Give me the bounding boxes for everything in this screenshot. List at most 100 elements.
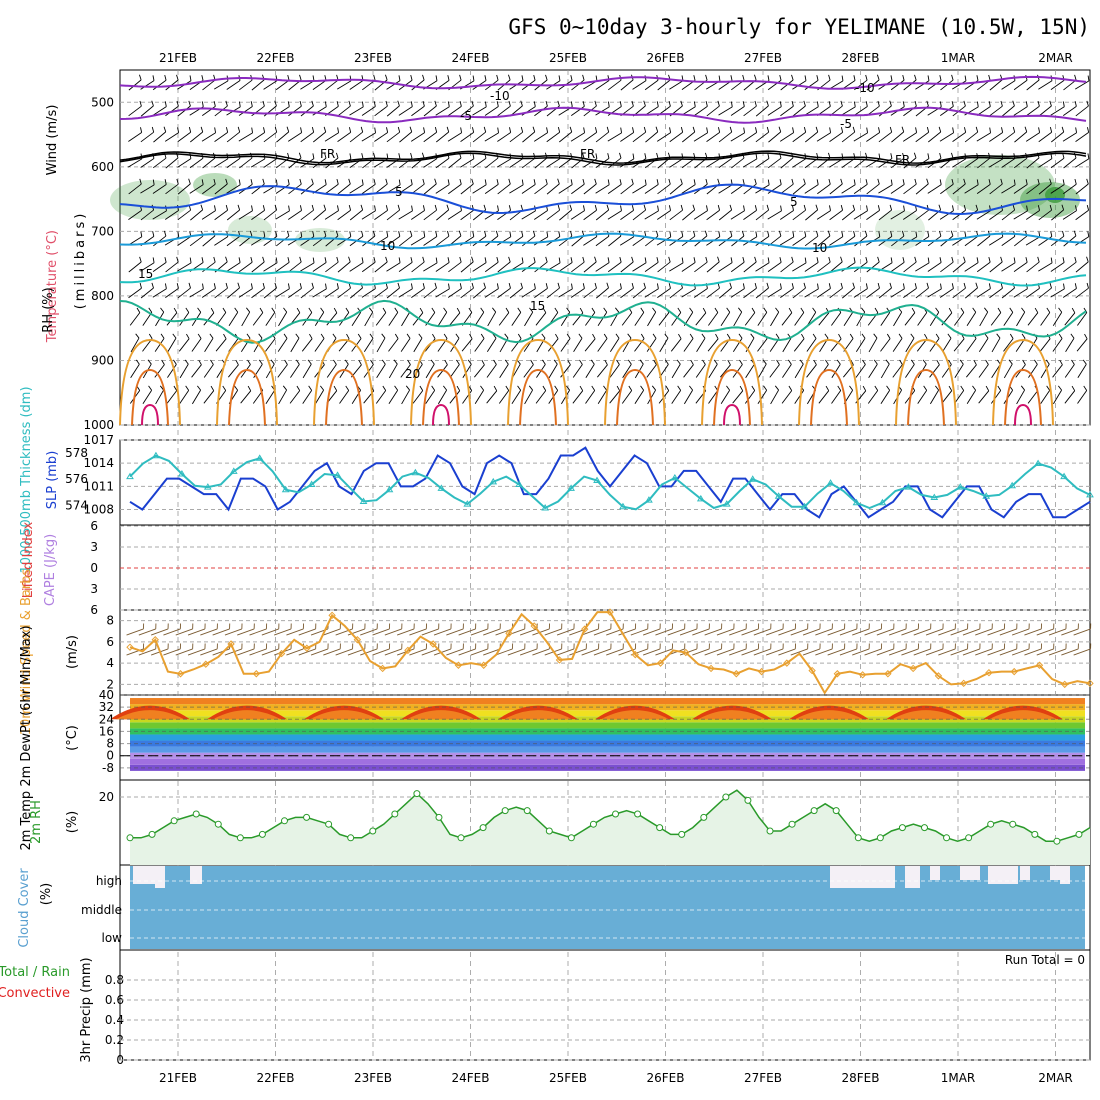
thickness-marker bbox=[178, 470, 186, 477]
wind10-barb bbox=[692, 643, 710, 656]
barb-staff bbox=[656, 132, 671, 142]
barb-flag bbox=[210, 385, 215, 391]
barb-flag bbox=[803, 126, 807, 133]
barb-flag bbox=[213, 256, 216, 263]
wind-marker bbox=[909, 664, 917, 673]
barb-staff bbox=[140, 105, 154, 117]
wind10-barb bbox=[913, 643, 932, 656]
thickness-marker bbox=[904, 483, 913, 490]
barb-staff bbox=[757, 390, 768, 404]
barb-flag bbox=[705, 178, 708, 185]
barb-staff bbox=[546, 131, 560, 143]
wind-barb bbox=[1016, 307, 1026, 327]
wind-barb bbox=[386, 100, 400, 117]
wind-barb bbox=[276, 230, 290, 247]
wind-barb bbox=[486, 333, 497, 352]
barb-staff bbox=[130, 364, 140, 378]
barb-staff bbox=[880, 312, 891, 326]
barb-flag bbox=[583, 127, 586, 133]
barb-flag bbox=[681, 257, 684, 263]
wind10-barb bbox=[852, 643, 870, 656]
wind10-barb bbox=[827, 623, 846, 636]
barb-staff bbox=[495, 628, 513, 636]
barb-staff bbox=[278, 389, 287, 405]
wind-barb bbox=[265, 307, 276, 326]
barb-staff bbox=[179, 390, 190, 404]
wind-barb bbox=[768, 126, 782, 143]
barb-flag bbox=[665, 385, 670, 391]
barb-flag bbox=[743, 205, 745, 211]
upper-units-label: (millibars) bbox=[73, 211, 88, 310]
wind-barb bbox=[1003, 307, 1014, 326]
wind-barb bbox=[609, 333, 620, 352]
barb-flag bbox=[775, 333, 780, 339]
barb-flag bbox=[767, 257, 770, 263]
barb-flag bbox=[541, 359, 546, 365]
wind-barb bbox=[177, 178, 191, 195]
wind-barb bbox=[1001, 126, 1016, 143]
pressure-tick: 700 bbox=[91, 224, 114, 238]
wind10-barb bbox=[888, 643, 907, 656]
bottom-date-label: 27FEB bbox=[744, 1071, 782, 1085]
wind-barb bbox=[177, 282, 191, 299]
barb-staff bbox=[718, 184, 733, 194]
barb-staff bbox=[729, 628, 747, 636]
barb-staff bbox=[595, 80, 610, 90]
barb-flag bbox=[201, 257, 204, 263]
barb-flag bbox=[312, 153, 315, 159]
wind10-barb bbox=[556, 623, 575, 636]
wind-barb bbox=[484, 179, 499, 194]
barb-flag bbox=[570, 101, 573, 107]
barb-flag bbox=[520, 204, 524, 211]
wind-barb bbox=[226, 179, 241, 194]
rh-shading bbox=[1045, 187, 1065, 203]
wind-barb bbox=[620, 178, 634, 195]
barb-flag bbox=[468, 307, 473, 313]
barb-flag bbox=[878, 127, 881, 133]
barb-staff bbox=[978, 390, 990, 404]
barb-flag bbox=[398, 153, 401, 159]
barb-flag bbox=[861, 307, 866, 313]
barb-staff bbox=[127, 158, 143, 168]
barb-flag bbox=[1058, 333, 1063, 339]
barb-staff bbox=[1050, 131, 1065, 143]
wind-barb bbox=[435, 257, 450, 272]
wind-barb bbox=[730, 179, 745, 194]
barb-flag bbox=[504, 333, 509, 339]
barb-staff bbox=[214, 158, 229, 168]
barb-staff bbox=[386, 105, 400, 117]
barb-staff bbox=[843, 312, 854, 326]
barb-staff bbox=[548, 363, 558, 379]
barb-flag bbox=[1004, 643, 1006, 649]
barb-staff bbox=[744, 390, 756, 404]
wind-barb bbox=[831, 385, 842, 404]
barb-staff bbox=[152, 184, 167, 194]
barb-flag bbox=[475, 643, 477, 649]
wind-barb bbox=[312, 75, 327, 90]
wind-barb bbox=[398, 257, 413, 272]
barb-flag bbox=[320, 333, 325, 339]
barb-flag bbox=[914, 256, 917, 263]
wind-barb bbox=[351, 359, 362, 378]
barb-staff bbox=[732, 390, 744, 404]
barb-staff bbox=[544, 628, 562, 636]
barb-staff bbox=[177, 209, 191, 221]
barb-staff bbox=[853, 184, 868, 194]
wind-barb bbox=[607, 256, 622, 273]
wind-barb bbox=[548, 359, 558, 379]
barb-flag bbox=[803, 282, 806, 289]
barb-staff bbox=[880, 338, 891, 352]
barb-staff bbox=[374, 210, 388, 220]
barb-staff bbox=[792, 183, 806, 195]
wind-barb bbox=[1038, 178, 1052, 195]
barb-staff bbox=[398, 106, 413, 116]
barb-flag bbox=[1086, 204, 1090, 211]
barb-flag bbox=[938, 204, 942, 210]
barb-flag bbox=[471, 100, 474, 107]
wind-barb bbox=[681, 179, 696, 194]
barb-staff bbox=[533, 236, 548, 246]
barb-flag bbox=[360, 204, 364, 211]
wind-barb bbox=[952, 282, 966, 299]
wind-marker bbox=[581, 625, 589, 633]
barb-staff bbox=[214, 80, 229, 90]
